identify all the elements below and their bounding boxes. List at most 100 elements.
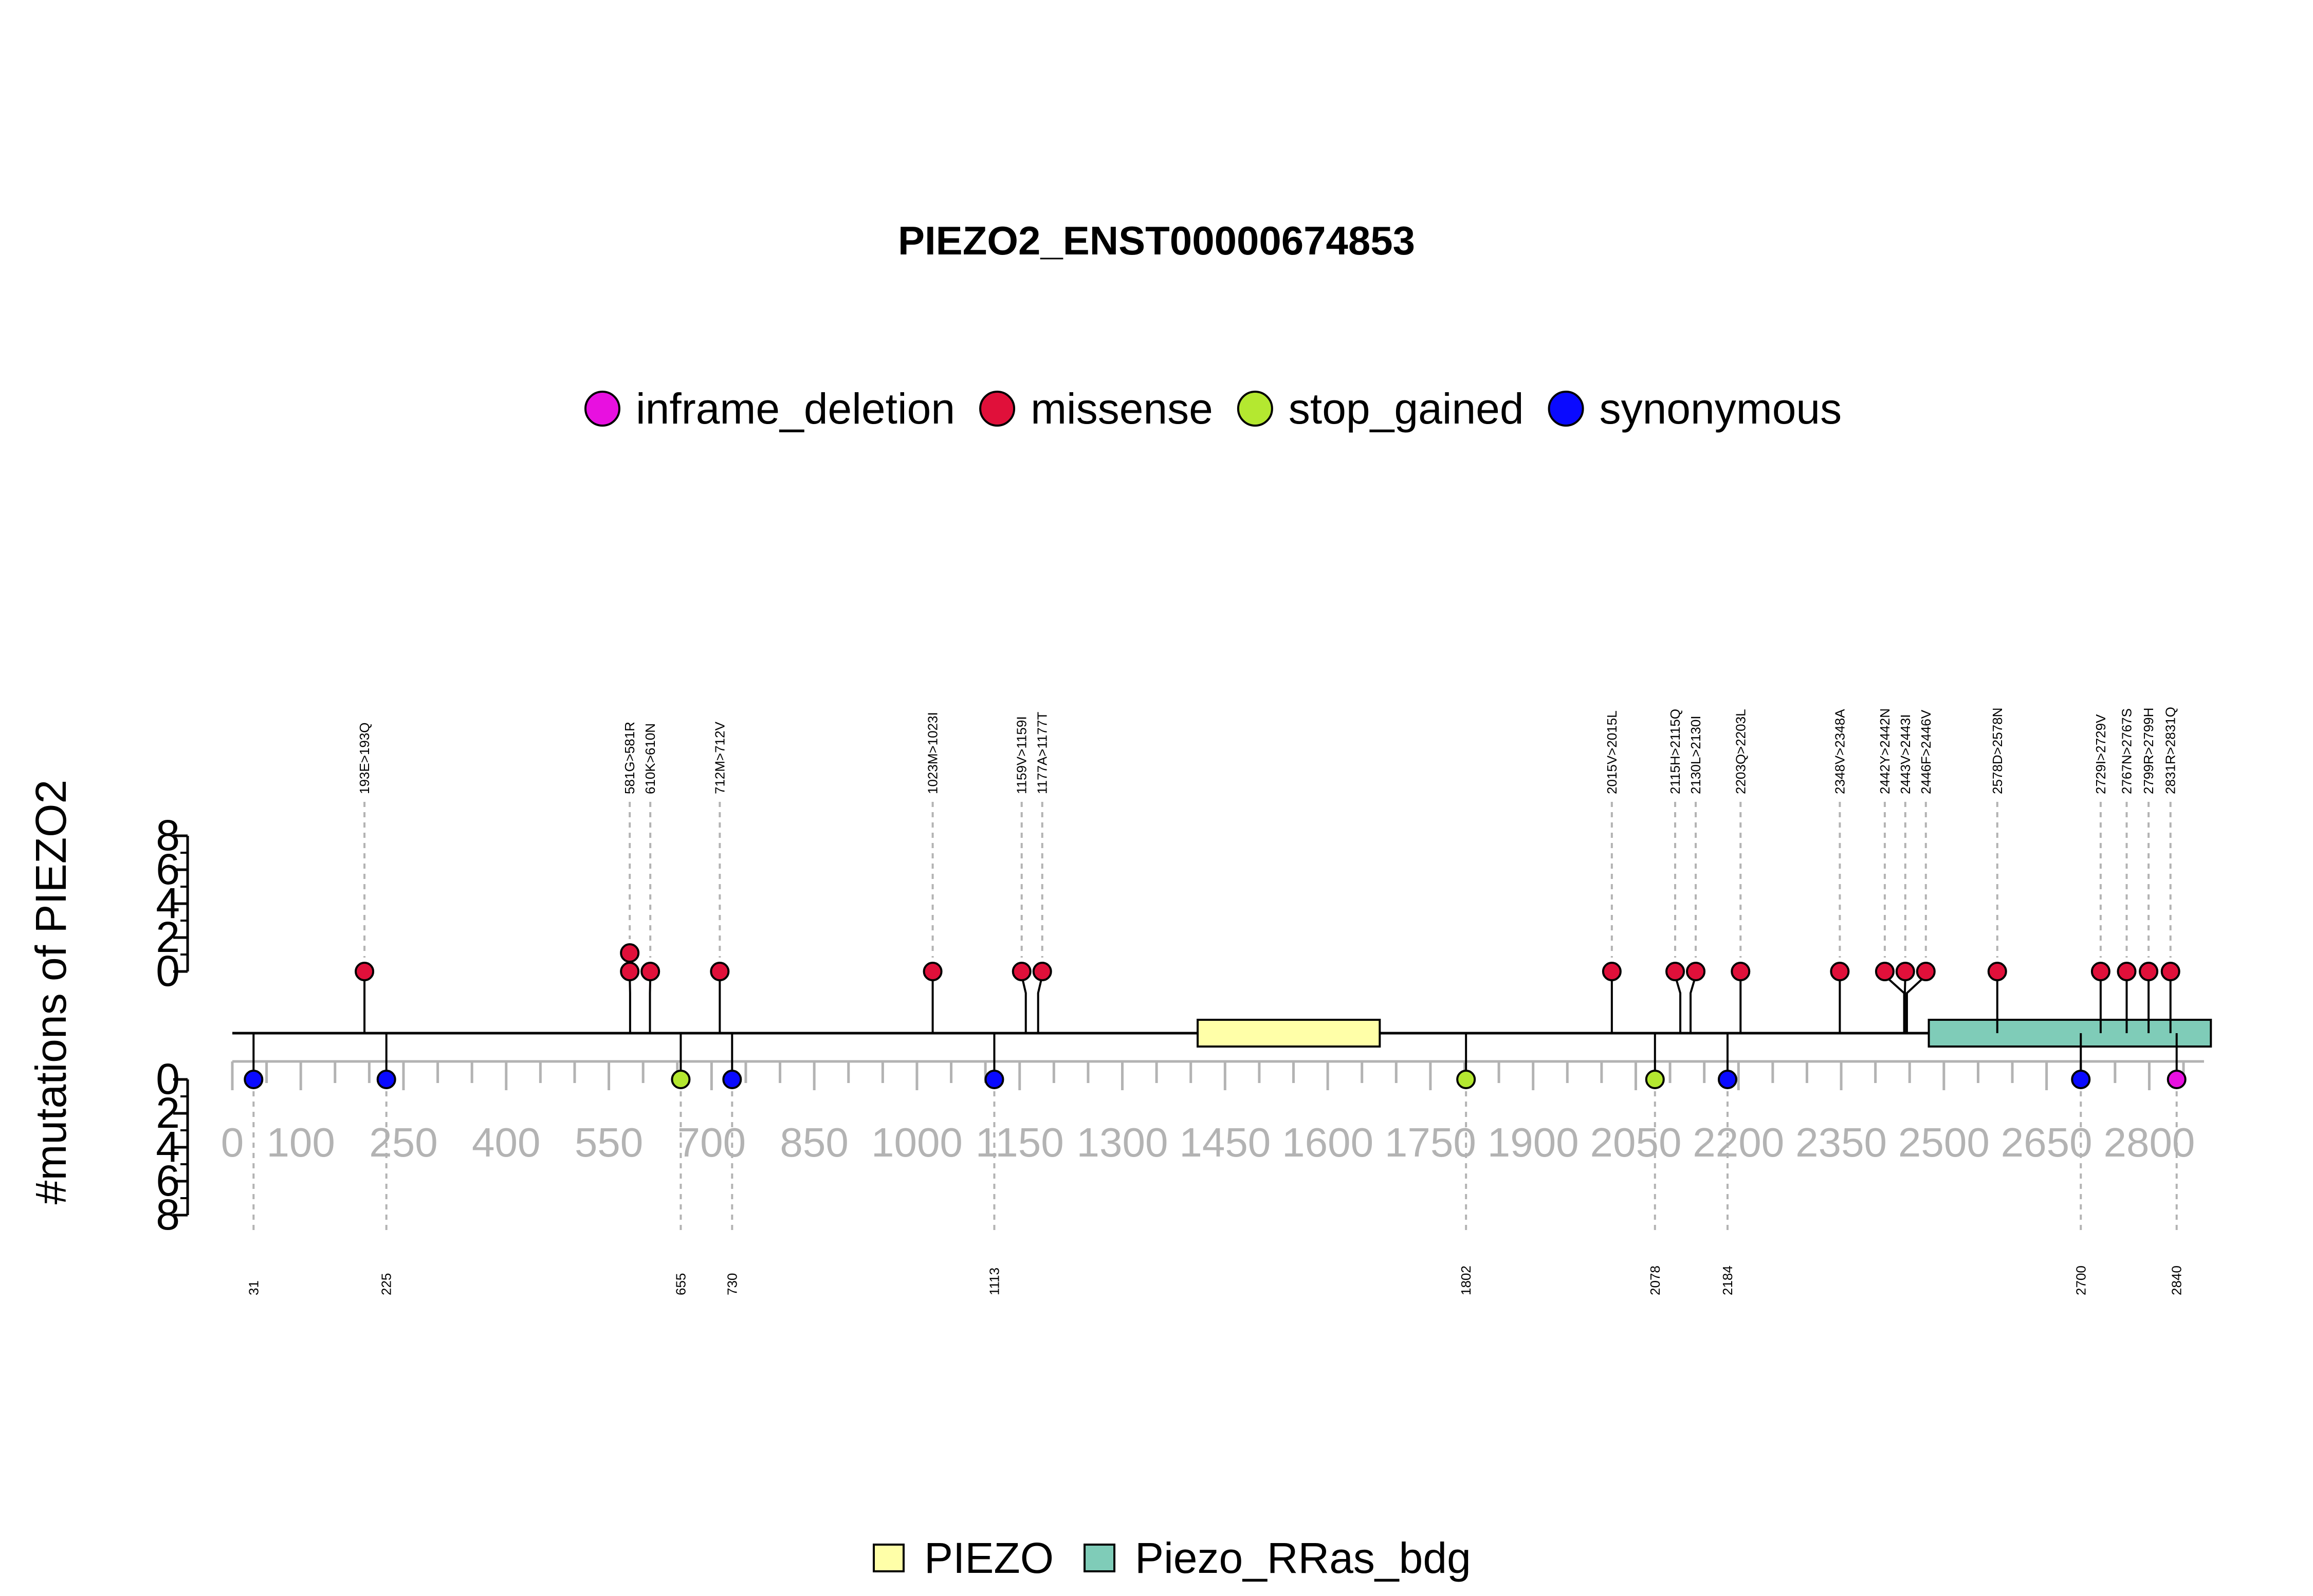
y-tick-label-top: 6: [156, 845, 180, 893]
mutation-point-missense: [923, 962, 943, 981]
y-tick-label-top: 4: [156, 879, 180, 927]
mutation-label: 610K>610N: [642, 723, 658, 794]
domain-legend-swatch: [873, 1544, 905, 1572]
mutation-label: 1159V>1159I: [1014, 716, 1030, 794]
guide-lines: [252, 802, 2178, 1234]
mutation-label: 2442Y>2442N: [1877, 708, 1893, 794]
domain-Piezo_RRas_bdg: [1928, 1019, 2212, 1048]
x-tick-label: 2500: [1898, 1120, 1990, 1165]
mutation-label: 2446F>2446V: [1918, 709, 1934, 794]
mutation-point-missense: [1895, 962, 1915, 981]
x-tick-label: 1000: [871, 1120, 963, 1165]
mutation-point-missense: [355, 962, 375, 981]
mutation-position-label: 225: [379, 1273, 394, 1295]
mutation-label: 2729I>2729V: [2093, 714, 2108, 794]
x-tick-label: 2650: [2001, 1120, 2092, 1165]
mutation-point-missense: [1012, 962, 1032, 981]
mutation-label: 1177A>1177T: [1035, 712, 1050, 794]
legend-swatch-stop_gained: [1237, 391, 1273, 427]
mutation-label: 2115H>2115Q: [1667, 709, 1683, 794]
mutation-point-synonymous: [722, 1070, 742, 1089]
mutation-point-missense: [1686, 962, 1706, 981]
mutation-position-label: 2078: [1647, 1265, 1663, 1295]
mutation-label: 581G>581R: [622, 722, 637, 794]
mutation-point-stop_gained: [671, 1070, 691, 1089]
mutation-label: 712M>712V: [712, 721, 727, 794]
mutation-point-missense: [640, 962, 660, 981]
y-tick-label-bottom: 4: [156, 1123, 180, 1171]
domains: [1197, 1019, 2212, 1048]
x-tick-label: 2800: [2103, 1120, 2195, 1165]
x-tick-label: 1150: [976, 1120, 1064, 1165]
x-axis: 0 100 250 400 550 700 850 1000 1150 1300 1450 1600 1…: [221, 1060, 2204, 1165]
domain-legend-label: Piezo_RRas_bdg: [1135, 1534, 1471, 1582]
mutation-point-missense: [620, 943, 640, 963]
mutation-point-missense: [1830, 962, 1850, 981]
legend-label-stop_gained: stop_gained: [1289, 384, 1524, 433]
mutation-point-synonymous: [1717, 1070, 1737, 1089]
x-tick-label: 0: [221, 1120, 244, 1165]
legend-label-missense: missense: [1031, 384, 1213, 433]
domain-legend-label: PIEZO: [924, 1534, 1054, 1582]
x-tick-label: 250: [369, 1120, 437, 1165]
mutation-point-missense: [620, 962, 640, 981]
x-tick-label: 2200: [1693, 1120, 1784, 1165]
mutation-label: 1023M>1023I: [925, 712, 941, 794]
mutation-point-missense: [1875, 962, 1895, 981]
mutation-point-synonymous: [984, 1070, 1004, 1089]
y-tick-label-bottom: 2: [156, 1089, 180, 1137]
x-tick-label: 550: [575, 1120, 643, 1165]
y-tick-label-top: 0: [156, 947, 180, 995]
mutation-position-label: 1113: [986, 1268, 1002, 1295]
mutation-legend: inframe_deletion missense stop_gained synon…: [584, 384, 1842, 433]
mutation-label: 193E>193Q: [357, 722, 372, 794]
domain-legend-swatch: [1084, 1544, 1116, 1572]
x-tick-label: 2350: [1795, 1120, 1887, 1165]
mutation-label: 2348V>2348A: [1832, 709, 1847, 794]
mutation-point-missense: [1731, 962, 1751, 981]
mutation-point-missense: [1032, 962, 1052, 981]
mutation-label: 2015V>2015L: [1604, 710, 1620, 794]
x-tick-label: 1750: [1385, 1120, 1476, 1165]
mutation-point-stop_gained: [1456, 1070, 1476, 1089]
mutation-label: 2831R>2831Q: [2163, 707, 2178, 794]
mutation-point-stop_gained: [1645, 1070, 1665, 1089]
mutation-point-synonymous: [2071, 1070, 2091, 1089]
legend-label-inframe_deletion: inframe_deletion: [636, 384, 955, 433]
mutation-point-missense: [1665, 962, 1685, 981]
y-tick-label-top: 8: [156, 811, 180, 859]
mutation-point-missense: [1987, 962, 2007, 981]
mutation-point-synonymous: [376, 1070, 396, 1089]
mutation-position-label: 2700: [2073, 1265, 2088, 1295]
legend-swatch-synonymous: [1548, 391, 1584, 427]
mutation-position-label: 2840: [2169, 1265, 2184, 1295]
mutation-point-missense: [2139, 962, 2159, 981]
mutation-point-missense: [2090, 962, 2110, 981]
x-tick-label: 850: [780, 1120, 848, 1165]
domain-PIEZO: [1197, 1019, 1381, 1048]
x-tick-label: 700: [677, 1120, 746, 1165]
x-tick-label: 1450: [1179, 1120, 1271, 1165]
mutation-point-missense: [1602, 962, 1622, 981]
mutation-point-missense: [710, 962, 730, 981]
mutation-point-missense: [2160, 962, 2180, 981]
top-mutations: 193E>193Q 581G>581R 610K>610N 712M>712V 1023…: [355, 707, 2180, 1033]
mutation-position-label: 1802: [1458, 1265, 1474, 1295]
mutation-point-inframe_deletion: [2167, 1070, 2187, 1089]
mutation-label: 2130L>2130I: [1688, 716, 1703, 794]
y-tick-label-top: 2: [156, 913, 180, 961]
mutation-position-label: 2184: [1720, 1265, 1735, 1295]
mutation-label: 2578D>2578N: [1990, 708, 2005, 794]
domain-legend: PIEZO Piezo_RRas_bdg: [873, 1534, 1471, 1582]
y-tick-label-bottom: 8: [156, 1190, 180, 1239]
mutation-label: 2767N>2767S: [2119, 708, 2134, 794]
mutation-label: 2799R>2799H: [2141, 708, 2156, 794]
y-tick-label-bottom: 6: [156, 1157, 180, 1205]
legend-label-synonymous: synonymous: [1600, 384, 1842, 433]
y-axis-label: #mutations of PIEZO2: [27, 780, 75, 1204]
chart-title: PIEZO2_ENST00000674853: [898, 218, 1415, 263]
